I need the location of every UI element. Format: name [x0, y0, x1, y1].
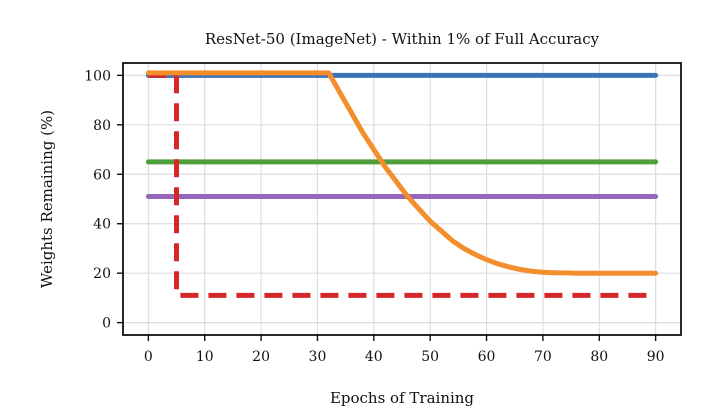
series-line-4: [145, 70, 659, 276]
x-tick-label: 10: [196, 349, 214, 365]
series-group: [145, 70, 659, 298]
y-tick-label: 100: [84, 68, 111, 84]
x-tick-label: 70: [534, 349, 552, 365]
y-tick-label: 0: [102, 316, 111, 332]
x-tick-label: 0: [144, 349, 153, 365]
x-tick-label: 60: [478, 349, 496, 365]
y-tick-label: 60: [93, 167, 111, 183]
x-tick-label: 30: [309, 349, 327, 365]
x-tick-label: 80: [590, 349, 608, 365]
y-tick-label: 20: [93, 266, 111, 282]
x-tick-label: 40: [365, 349, 383, 365]
y-tick-label: 40: [93, 217, 111, 233]
y-tick-label: 80: [93, 118, 111, 134]
chart-title: ResNet-50 (ImageNet) - Within 1% of Full…: [205, 30, 600, 48]
plot-frame: [122, 62, 682, 336]
x-axis-label: Epochs of Training: [330, 389, 474, 407]
x-tick-label: 50: [421, 349, 439, 365]
x-tick-label: 90: [647, 349, 665, 365]
ticks: 0 10 20 30 40 50 60 70 80 90 0 20 40 60 80 100: [84, 68, 664, 365]
x-tick-label: 20: [252, 349, 270, 365]
y-axis-label: Weights Remaining (%): [38, 110, 56, 288]
